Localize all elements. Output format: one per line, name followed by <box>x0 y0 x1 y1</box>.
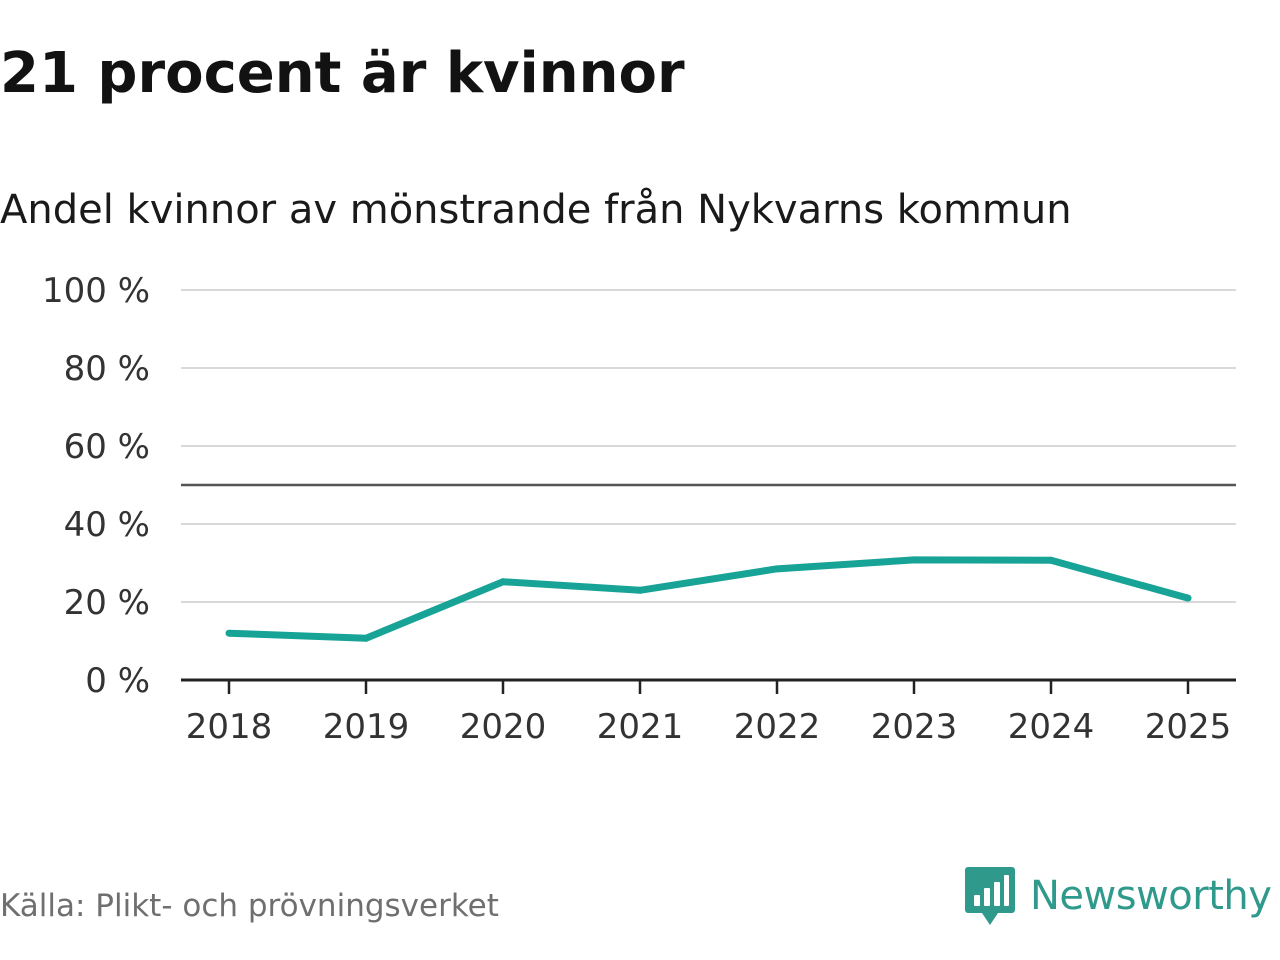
x-tick-label: 2023 <box>871 707 958 747</box>
x-tick-label: 2021 <box>597 707 684 747</box>
data-point-2025 <box>1184 594 1192 602</box>
y-tick-label: 20 % <box>64 583 150 623</box>
y-tick-label: 100 % <box>42 271 150 311</box>
x-tick-label: 2022 <box>734 707 821 747</box>
data-point-2022 <box>773 565 781 573</box>
x-axis-labels: 2018 2019 2020 2021 2022 2023 2024 2025 <box>186 707 1232 747</box>
source-note: Källa: Plikt- och prövningsverket <box>0 888 499 924</box>
data-point-2018 <box>225 629 233 637</box>
brand-name: Newsworthy <box>1030 873 1272 919</box>
x-tick-label: 2018 <box>186 707 273 747</box>
data-point-2020 <box>499 578 507 586</box>
grid-lines <box>181 289 1236 603</box>
y-tick-label: 80 % <box>64 349 150 389</box>
x-tick-label: 2020 <box>460 707 547 747</box>
data-point-2024 <box>1047 556 1055 564</box>
data-point-2021 <box>636 586 644 594</box>
series-group <box>225 556 1192 642</box>
newsworthy-bar-chart-icon <box>965 867 1015 925</box>
y-tick-label: 60 % <box>64 427 150 467</box>
chart-subtitle: Andel kvinnor av mönstrande från Nykvarn… <box>0 187 1072 233</box>
x-tick-label: 2025 <box>1145 707 1232 747</box>
data-point-2019 <box>362 634 370 642</box>
y-tick-label: 40 % <box>64 505 150 545</box>
y-axis-labels: 0 % 20 % 40 % 60 % 80 % 100 % <box>42 271 150 701</box>
chart-title: 21 procent är kvinnor <box>0 41 685 106</box>
brand-logo-group: Newsworthy <box>964 864 1272 928</box>
y-tick-label: 0 % <box>85 661 150 701</box>
series-line <box>228 556 1189 642</box>
data-point-2023 <box>910 556 918 564</box>
x-tick-label: 2024 <box>1008 707 1095 747</box>
x-tick-label: 2019 <box>323 707 410 747</box>
x-axis <box>181 678 1236 694</box>
